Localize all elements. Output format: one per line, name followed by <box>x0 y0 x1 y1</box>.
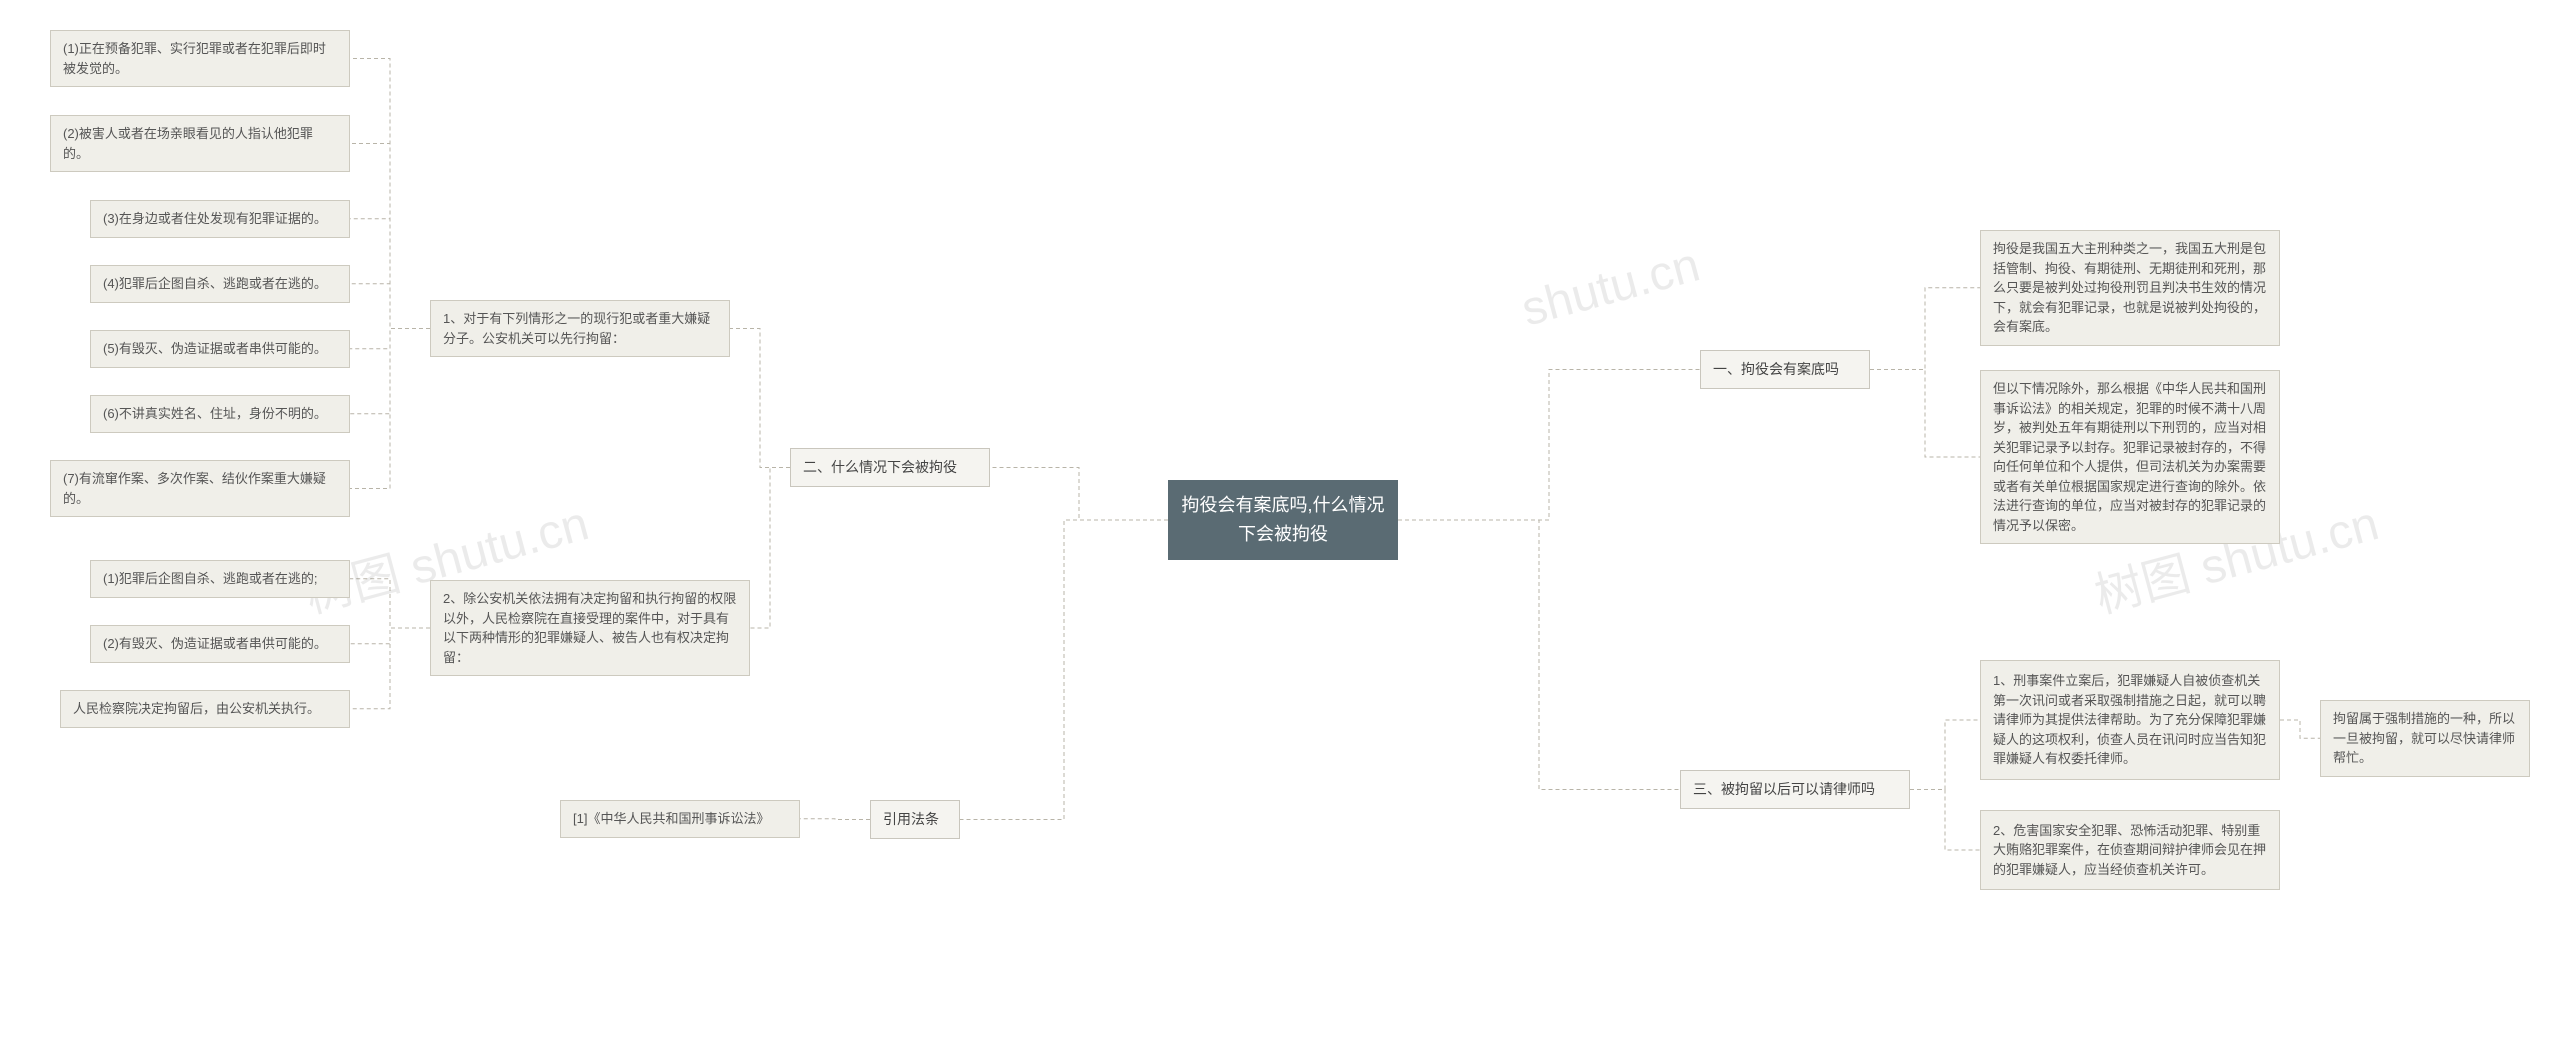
watermark: shutu.cn <box>1516 237 1706 337</box>
leaf-node: 1、对于有下列情形之一的现行犯或者重大嫌疑分子。公安机关可以先行拘留： <box>430 300 730 357</box>
leaf-node: (3)在身边或者住处发现有犯罪证据的。 <box>90 200 350 238</box>
leaf-node: 人民检察院决定拘留后，由公安机关执行。 <box>60 690 350 728</box>
leaf-node: (7)有流窜作案、多次作案、结伙作案重大嫌疑的。 <box>50 460 350 517</box>
leaf-node: (2)被害人或者在场亲眼看见的人指认他犯罪的。 <box>50 115 350 172</box>
leaf-node: (6)不讲真实姓名、住址，身份不明的。 <box>90 395 350 433</box>
leaf-node: 拘留属于强制措施的一种，所以一旦被拘留，就可以尽快请律师帮忙。 <box>2320 700 2530 777</box>
leaf-node: (2)有毁灭、伪造证据或者串供可能的。 <box>90 625 350 663</box>
branch-section-2: 二、什么情况下会被拘役 <box>790 448 990 487</box>
leaf-node: (1)犯罪后企图自杀、逃跑或者在逃的; <box>90 560 350 598</box>
leaf-node: 但以下情况除外，那么根据《中华人民共和国刑事诉讼法》的相关规定，犯罪的时候不满十… <box>1980 370 2280 544</box>
leaf-node: (5)有毁灭、伪造证据或者串供可能的。 <box>90 330 350 368</box>
leaf-node: 2、除公安机关依法拥有决定拘留和执行拘留的权限以外，人民检察院在直接受理的案件中… <box>430 580 750 676</box>
leaf-node: [1]《中华人民共和国刑事诉讼法》 <box>560 800 800 838</box>
leaf-node: 2、危害国家安全犯罪、恐怖活动犯罪、特别重大贿赂犯罪案件，在侦查期间辩护律师会见… <box>1980 810 2280 890</box>
leaf-node: (4)犯罪后企图自杀、逃跑或者在逃的。 <box>90 265 350 303</box>
branch-section-3: 三、被拘留以后可以请律师吗 <box>1680 770 1910 809</box>
branch-section-1: 一、拘役会有案底吗 <box>1700 350 1870 389</box>
branch-citation: 引用法条 <box>870 800 960 839</box>
root-node: 拘役会有案底吗,什么情况下会被拘役 <box>1168 480 1398 560</box>
leaf-node: (1)正在预备犯罪、实行犯罪或者在犯罪后即时被发觉的。 <box>50 30 350 87</box>
leaf-node: 拘役是我国五大主刑种类之一，我国五大刑是包括管制、拘役、有期徒刑、无期徒刑和死刑… <box>1980 230 2280 346</box>
leaf-node: 1、刑事案件立案后，犯罪嫌疑人自被侦查机关第一次讯问或者采取强制措施之日起，就可… <box>1980 660 2280 780</box>
